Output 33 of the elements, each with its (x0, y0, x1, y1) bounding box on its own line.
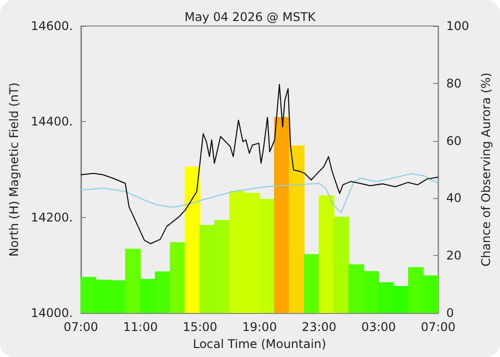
bar (274, 116, 290, 313)
x-axis-title: Local Time (Mountain) (192, 336, 326, 351)
bar (170, 242, 186, 313)
y2-tick-label: 0 (446, 306, 454, 320)
y2-tick-label: 20 (446, 248, 462, 263)
bar (318, 195, 334, 313)
x-tick-label: 07:00 (420, 320, 456, 334)
bar (363, 271, 380, 313)
y-tick-label: 14600. (30, 19, 73, 33)
y-tick-label: 14400. (30, 114, 73, 129)
x-tick-label: 19:00 (242, 320, 277, 334)
x-tick-label: 15:00 (182, 320, 218, 334)
y2-tick-label: 60 (446, 134, 462, 148)
y-tick-label: 14200. (30, 210, 73, 224)
y2-tick-label: 40 (446, 191, 462, 206)
x-tick-label: 03:00 (361, 320, 396, 334)
y2-tick-label: 80 (446, 76, 462, 90)
bar (288, 145, 305, 313)
line-series (80, 173, 439, 214)
x-tick-label: 11:00 (123, 320, 158, 334)
bar (334, 216, 350, 313)
bar (304, 254, 320, 313)
x-tick-label: 07:00 (64, 320, 98, 334)
bar (125, 248, 141, 313)
y-tick-label: 14000. (30, 306, 73, 320)
y2-tick-label: 100 (446, 19, 470, 33)
bar (184, 166, 200, 313)
line-series (80, 84, 439, 244)
y2-axis-title: Chance of Observing Aurora (%) (479, 72, 493, 266)
x-tick-label: 23:00 (302, 320, 336, 334)
y-axis-title: North (H) Magnetic Field (nT) (7, 82, 21, 257)
bar (348, 264, 364, 313)
chart-title: May 04 2026 @ MSTK (184, 10, 317, 24)
